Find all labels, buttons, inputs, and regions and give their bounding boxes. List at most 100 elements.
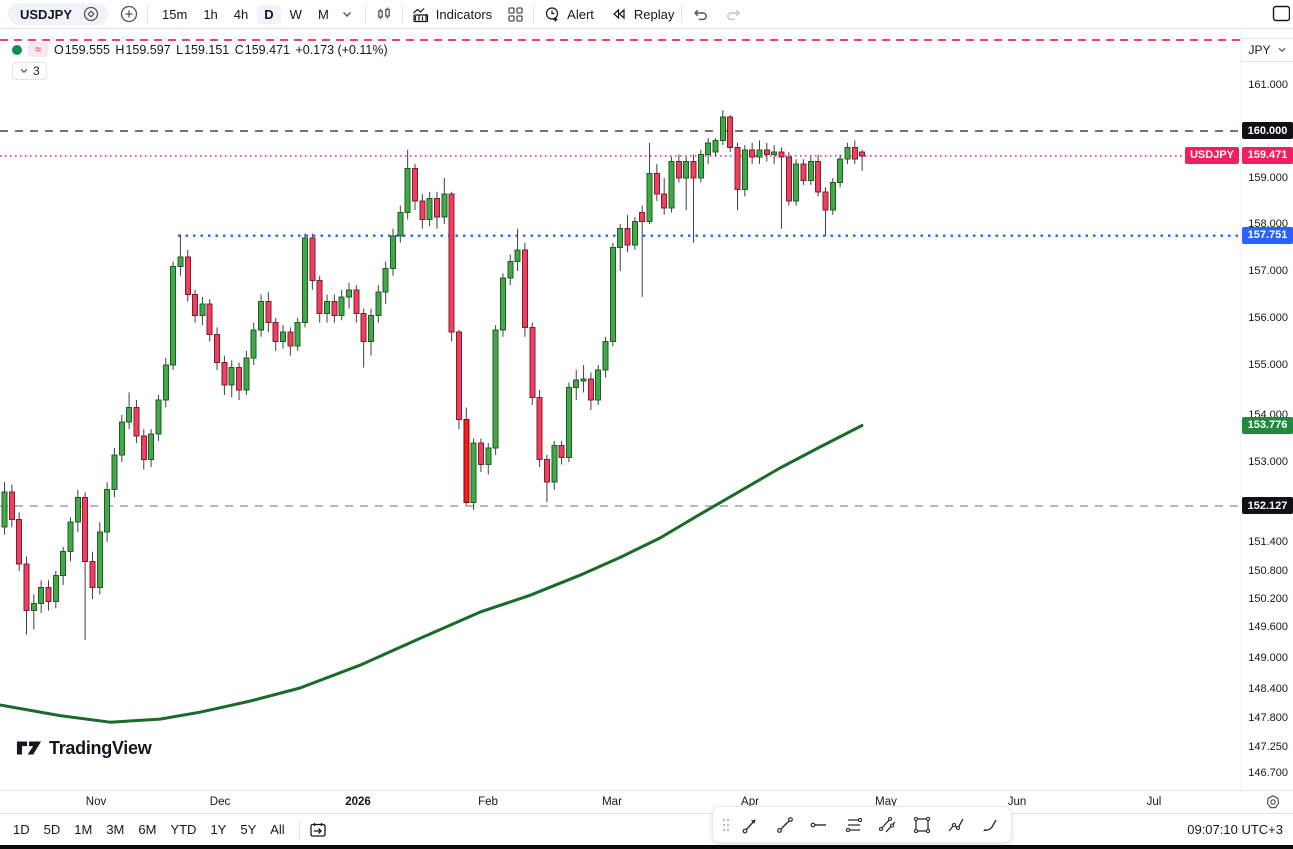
candle[interactable] [719,110,726,146]
right-panel-toggle-icon[interactable] [1272,5,1290,22]
candle[interactable] [170,261,177,370]
timezone-clock[interactable]: 09:07:10 UTC+3 [1187,822,1283,837]
redo-icon[interactable] [723,3,745,25]
candle[interactable] [844,142,851,164]
tool-rectangle-icon[interactable] [907,810,937,840]
candle[interactable] [470,438,477,510]
candle[interactable] [639,205,646,297]
candle[interactable] [631,217,638,250]
timeframe-expand-icon[interactable] [336,3,358,25]
candle[interactable] [404,149,411,220]
go-to-date-icon[interactable] [307,819,329,841]
tool-brush-icon[interactable] [975,810,1005,840]
candle[interactable] [397,205,404,243]
timeframe-4h[interactable]: 4h [233,6,249,22]
candle[interactable] [309,233,316,290]
range-1m[interactable]: 1M [74,822,93,837]
candle[interactable] [749,142,756,164]
candle[interactable] [243,350,250,395]
candle[interactable] [675,154,682,183]
candle[interactable] [785,152,792,206]
compare-add-icon[interactable] [118,3,140,25]
range-5d[interactable]: 5D [43,822,61,837]
candle[interactable] [133,400,140,444]
candle[interactable] [177,234,184,276]
drawing-toolbar[interactable] [712,806,1012,843]
candle[interactable] [280,325,287,349]
candle[interactable] [192,289,199,323]
candle[interactable] [382,261,389,304]
candle[interactable] [668,156,675,213]
candle[interactable] [851,140,858,164]
candle[interactable] [23,556,30,635]
candle[interactable] [67,517,74,562]
candle[interactable] [228,360,235,398]
replay-icon[interactable] [608,3,630,25]
candle[interactable] [155,395,162,441]
timeframe-w[interactable]: W [289,6,302,22]
object-tree-button[interactable]: 3 [12,62,47,80]
candle[interactable] [822,187,829,236]
candle[interactable] [455,329,462,430]
time-axis[interactable]: Nov Dec 2026 Feb Mar Apr May Jun Jul [0,790,1293,813]
candle[interactable] [499,273,506,337]
candle[interactable] [140,429,147,470]
candle[interactable] [272,318,279,351]
candle[interactable] [587,372,594,411]
tool-fib-retracement-icon[interactable] [839,810,869,840]
candle[interactable] [360,308,367,368]
candle[interactable] [419,194,426,229]
candle[interactable] [741,145,748,197]
candle[interactable] [104,482,111,542]
candle[interactable] [683,156,690,211]
candle[interactable] [199,296,206,326]
currency-selector[interactable]: JPY [1241,38,1293,62]
candle[interactable] [558,440,565,465]
tradingview-logo[interactable]: TradingView [16,736,152,760]
axis-settings-gear-icon[interactable] [1265,794,1281,810]
candle[interactable] [126,392,133,430]
candle[interactable] [580,365,587,393]
candle[interactable] [705,138,712,164]
candle[interactable] [16,512,23,571]
notification-chip-icon[interactable]: ≈ [28,42,48,57]
candle[interactable] [324,294,331,323]
candle[interactable] [52,571,59,609]
candle[interactable] [82,492,89,640]
candle[interactable] [316,275,323,323]
candle[interactable] [411,163,418,211]
candle[interactable] [829,178,836,215]
chart-pane[interactable]: ≈ O 159.555 H 159.597 L 159.151 C 159.471 +0… [0,29,1240,790]
candle[interactable] [661,178,668,215]
candle[interactable] [602,336,609,378]
chart-style-icon[interactable] [373,3,395,25]
candle[interactable] [800,159,807,185]
range-ytd[interactable]: YTD [170,822,197,837]
candle[interactable] [118,415,125,462]
moving-average-line[interactable] [0,424,864,724]
undo-icon[interactable] [689,3,711,25]
tool-trend-line-icon[interactable] [770,810,800,840]
candle[interactable] [477,438,484,473]
candle[interactable] [690,154,697,243]
candle[interactable] [30,594,37,630]
timeframe-m[interactable]: M [317,6,329,22]
candle[interactable] [353,285,360,323]
candle[interactable] [389,228,396,276]
candle[interactable] [734,142,741,211]
alert-button[interactable]: Alert [567,6,594,22]
candle[interactable] [375,285,382,323]
candle[interactable] [368,308,374,356]
symbol-button[interactable]: USDJPY [8,3,109,25]
range-5y[interactable]: 5Y [240,822,257,837]
indicators-button[interactable]: Indicators [435,6,493,22]
range-1d[interactable]: 1D [13,822,30,837]
candle[interactable] [815,154,822,197]
candle[interactable] [74,489,81,533]
candle[interactable] [624,214,631,253]
candle[interactable] [573,370,580,400]
candle[interactable] [653,163,660,201]
candle[interactable] [485,443,492,475]
candle[interactable] [111,447,118,498]
candle[interactable] [38,580,45,613]
